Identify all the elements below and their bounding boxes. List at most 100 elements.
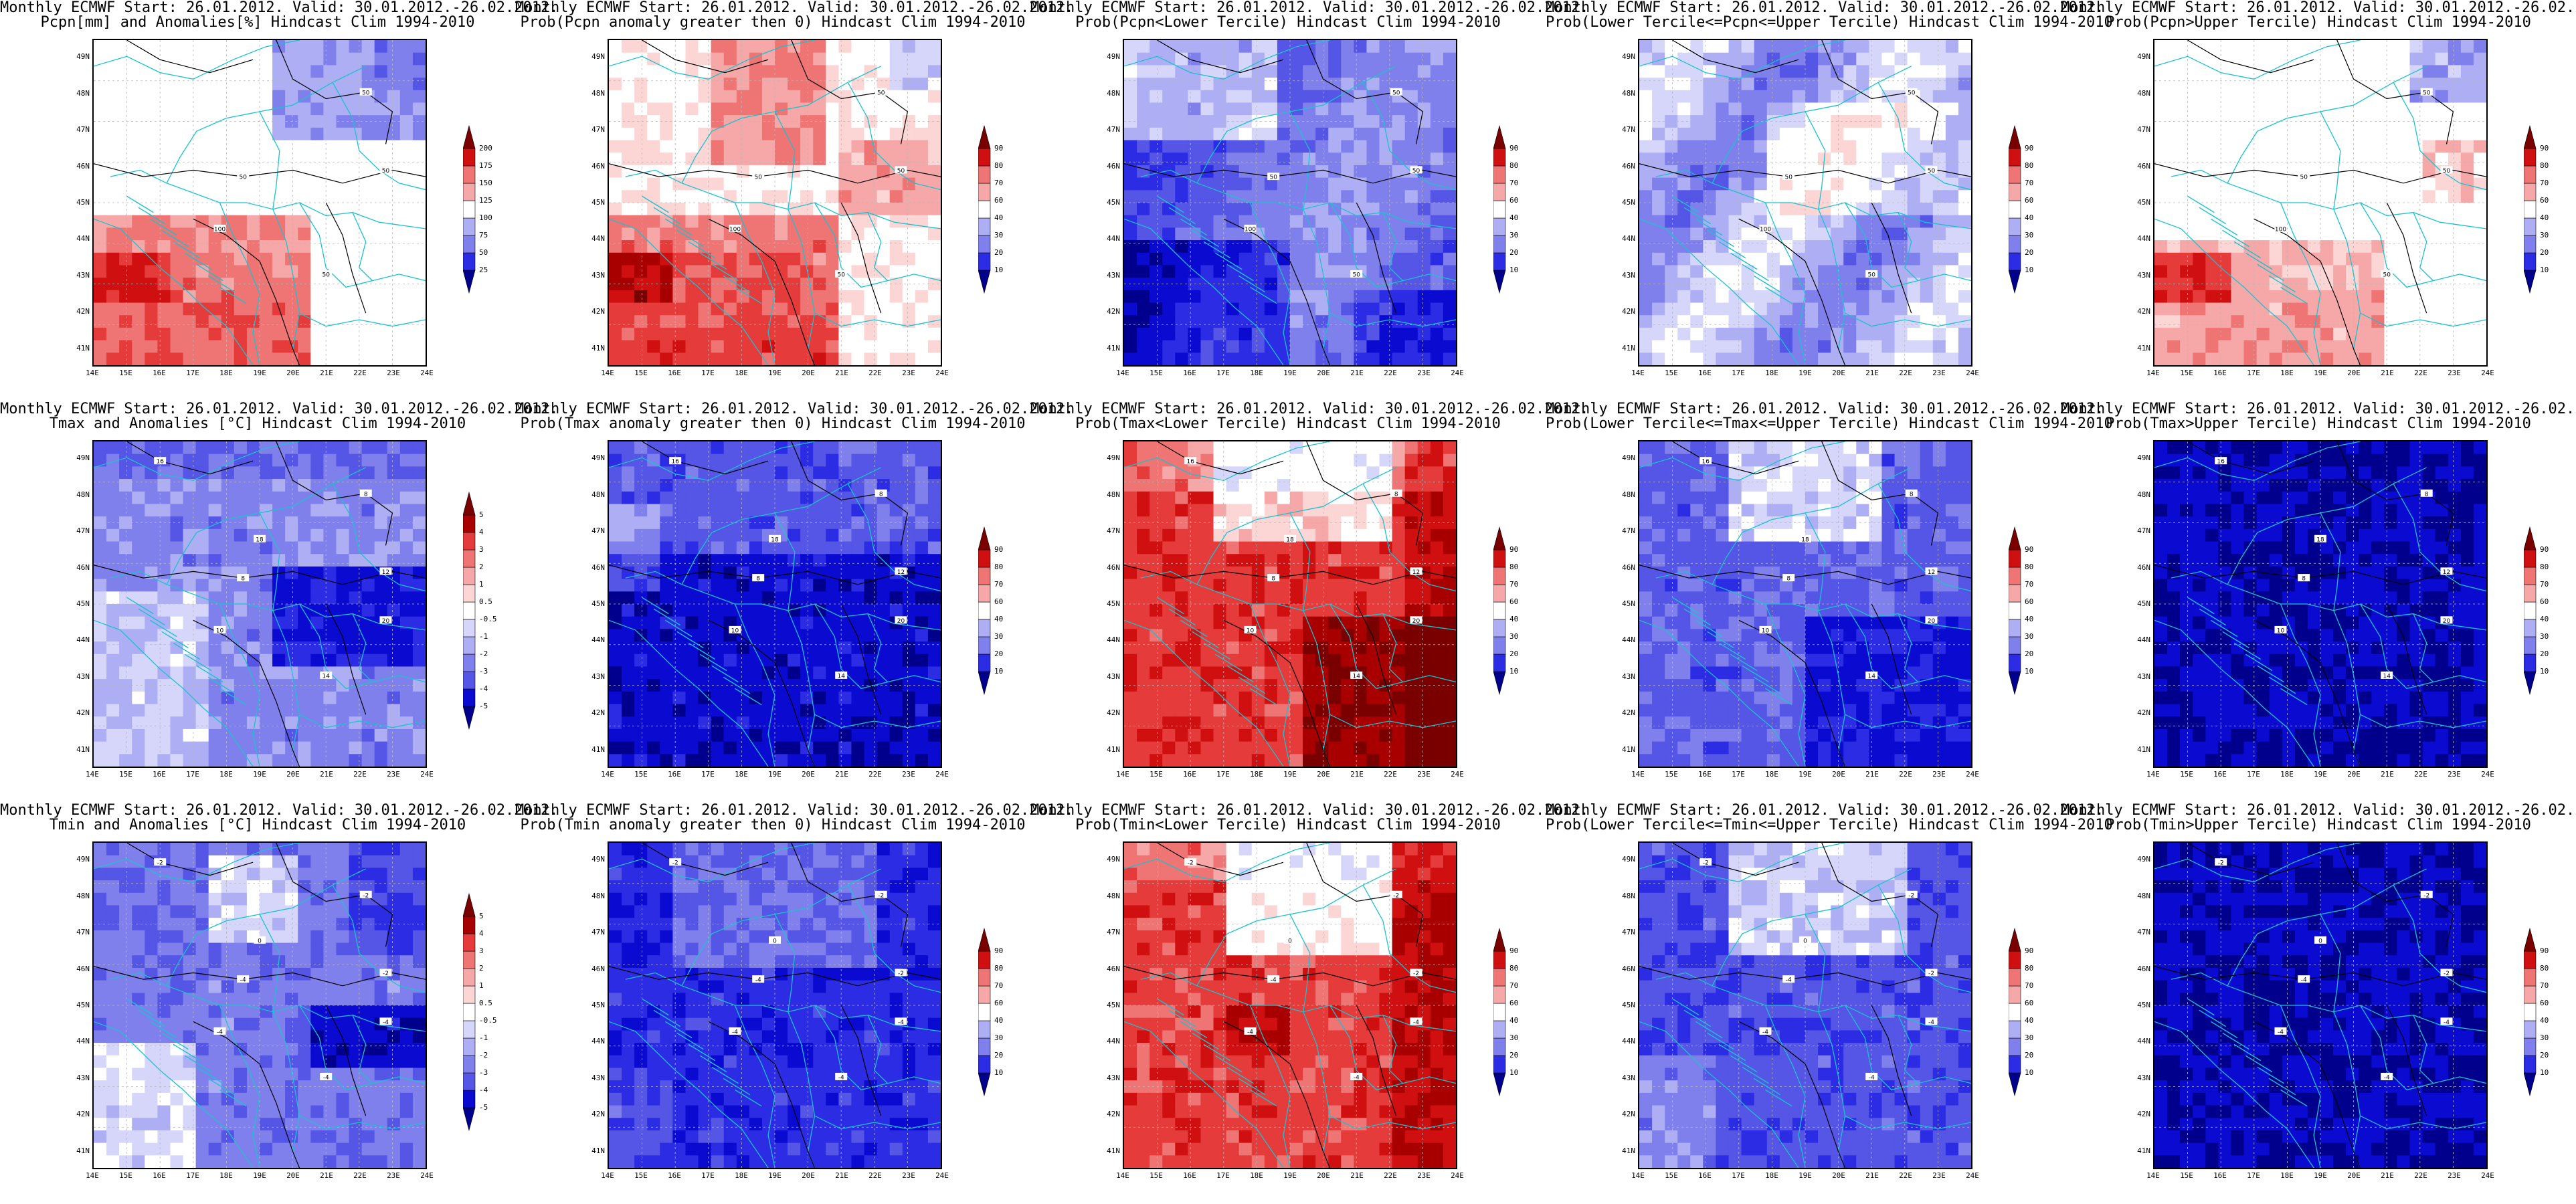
field-cell: [634, 591, 648, 605]
field-cell: [2409, 52, 2423, 66]
field-cell: [94, 127, 107, 141]
field-cell: [298, 591, 311, 605]
contour-label-bg: [1905, 88, 1918, 96]
field-cell: [2243, 190, 2258, 203]
lon-tick-label: 14E: [2146, 369, 2160, 377]
field-cell: [1328, 340, 1342, 353]
field-cell: [1958, 78, 1971, 91]
field-cell: [234, 441, 248, 455]
field-cell: [183, 566, 197, 580]
field-cell: [1443, 102, 1456, 116]
field-cell: [183, 353, 197, 365]
field-cell: [1881, 140, 1896, 153]
field-cell: [1443, 278, 1456, 291]
field-cell: [323, 353, 337, 365]
field-cell: [1831, 102, 1844, 116]
field-cell: [1238, 290, 1253, 304]
field-cell: [2205, 102, 2219, 116]
field-cell: [1677, 215, 1691, 228]
field-cell: [1264, 78, 1278, 91]
field-cell: [1124, 65, 1137, 78]
field-cell: [1716, 177, 1730, 191]
field-cell: [1200, 40, 1214, 54]
field-cell: [2269, 315, 2283, 328]
field-cell: [877, 454, 891, 467]
field-cell: [170, 302, 184, 316]
field-cell: [1907, 52, 1921, 66]
field-cell: [1200, 52, 1214, 66]
field-cell: [349, 302, 363, 316]
field-cell: [1920, 40, 1934, 54]
field-cell: [1716, 290, 1730, 304]
field-cell: [323, 454, 337, 467]
graticule: [1639, 40, 1971, 365]
field-cell: [800, 203, 814, 216]
field-cell: [374, 604, 388, 617]
field-cell: [1238, 240, 1253, 254]
panel-title-line2: Prob(Tmax anomaly greater then 0) Hindca…: [520, 415, 1026, 432]
field-cell: [374, 90, 388, 104]
field-cell: [387, 454, 401, 467]
field-cell: [310, 278, 324, 291]
field-cell: [736, 40, 750, 54]
contour-label-bg: [2298, 173, 2310, 181]
colorbar-segment: [2009, 270, 2021, 294]
field-cell: [813, 165, 826, 179]
border-line: [1289, 111, 1331, 365]
field-cell: [412, 340, 426, 353]
field-cell: [221, 190, 235, 203]
field-cell: [1805, 177, 1819, 191]
field-cell: [813, 190, 826, 203]
field-cell: [2435, 302, 2449, 316]
field-cell: [246, 90, 260, 104]
field-cell: [1149, 102, 1163, 116]
field-cell: [1162, 52, 1176, 66]
field-cell: [749, 90, 763, 104]
field-cell: [698, 203, 712, 216]
field-cell: [1805, 302, 1819, 316]
field-cell: [374, 102, 388, 116]
field-cell: [412, 504, 426, 517]
field-cell: [298, 741, 311, 755]
lon-tick-label: 14E: [1116, 369, 1129, 377]
field-cell: [2371, 203, 2385, 216]
field-cell: [2448, 78, 2462, 91]
field-cell: [1430, 215, 1444, 228]
field-cell: [1754, 78, 1768, 91]
field-cell: [1754, 265, 1768, 278]
field-cell: [1805, 102, 1819, 116]
field-cell: [2218, 340, 2232, 353]
field-cell: [2282, 127, 2296, 141]
field-cell: [272, 102, 286, 116]
field-cell: [1716, 90, 1730, 104]
field-cell: [711, 52, 725, 66]
contour-label: 50: [1392, 90, 1400, 96]
field-cell: [813, 315, 826, 328]
field-cell: [260, 591, 273, 605]
field-cell: [2397, 140, 2411, 153]
field-cell: [2193, 102, 2206, 116]
field-cell: [349, 666, 363, 680]
lon-tick-label: 14E: [86, 369, 99, 377]
field-cell: [94, 741, 107, 755]
field-cell: [1213, 340, 1227, 353]
field-cell: [272, 353, 286, 365]
field-cell: [272, 504, 286, 517]
field-cell: [145, 704, 158, 717]
field-cell: [2154, 102, 2168, 116]
field-cell: [349, 153, 363, 166]
colorbar-level-label: 50: [479, 248, 488, 257]
field-cell: [1920, 65, 1934, 78]
contour-line: [840, 202, 882, 314]
field-cell: [2320, 327, 2334, 341]
colorbar-level-label: 90: [2540, 144, 2549, 153]
field-cell: [902, 52, 916, 66]
field-cell: [1818, 177, 1831, 191]
field-cell: [2359, 90, 2372, 104]
field-cell: [221, 252, 235, 266]
field-cell: [285, 290, 298, 304]
field-cell: [132, 265, 145, 278]
field-cell: [336, 579, 350, 592]
field-cell: [1162, 290, 1176, 304]
field-cell: [145, 616, 158, 629]
